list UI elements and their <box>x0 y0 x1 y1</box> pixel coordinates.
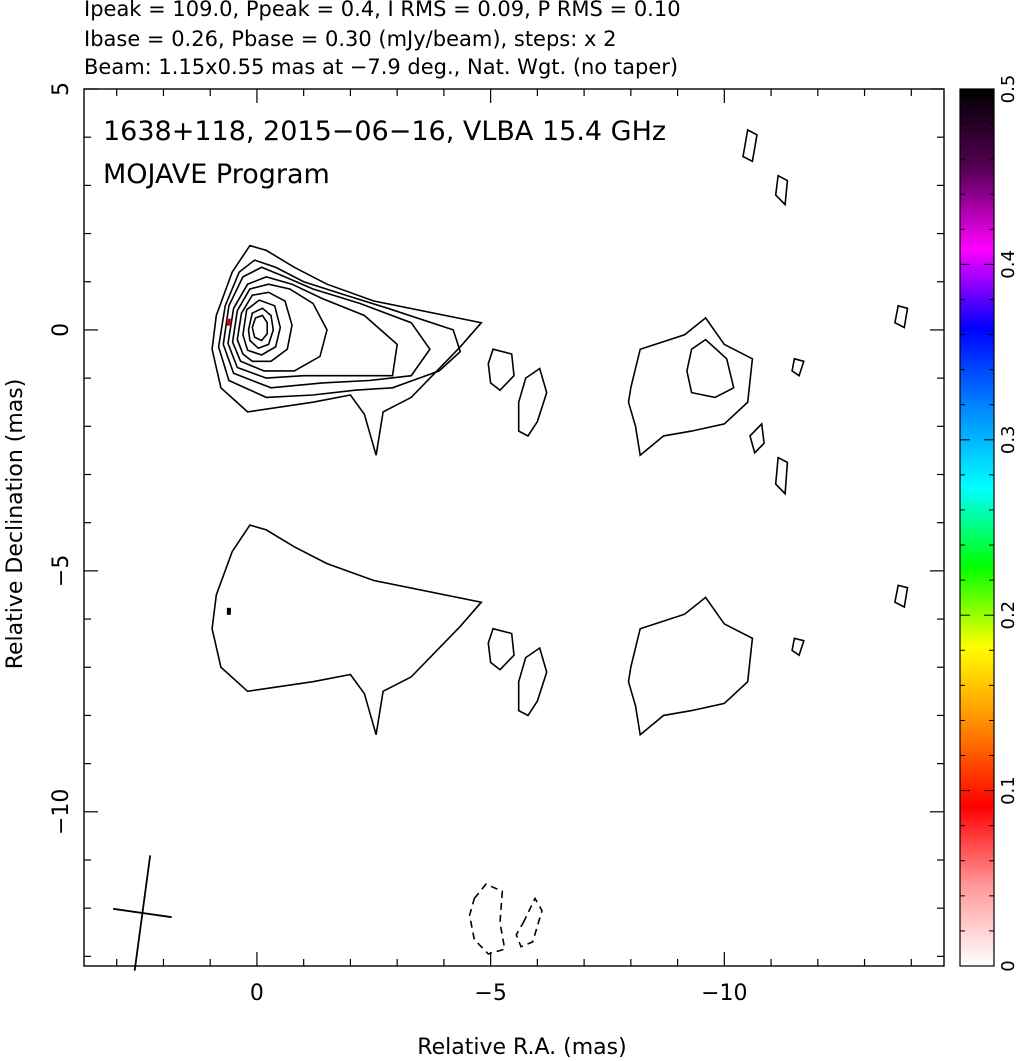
intensity-contour-6 <box>242 299 282 356</box>
colorbar-tick-label: 0.5 <box>998 75 1019 104</box>
negative-contour-1 <box>515 896 543 948</box>
intensity-contour-4 <box>231 283 328 372</box>
x-tick-label: −5 <box>474 981 506 1006</box>
x-tick-label: 0 <box>250 981 264 1006</box>
polarization-contour-3 <box>627 596 754 737</box>
colorbar-tick-label: 0.1 <box>998 776 1019 805</box>
chart-title: 1638+118, 2015−06−16, VLBA 15.4 GHz <box>103 116 666 147</box>
intensity-contour-3 <box>227 276 399 379</box>
header-line-1: Ipeak = 109.0, Ppeak = 0.4, I RMS = 0.09… <box>84 0 681 21</box>
intensity-contour-1 <box>217 259 462 399</box>
contours-group <box>211 128 909 955</box>
header-line-3: Beam: 1.15x0.55 mas at −7.9 deg., Nat. W… <box>84 55 678 79</box>
intensity-contour-16 <box>749 422 765 455</box>
y-tick-label: 0 <box>49 323 74 337</box>
intensity-contour-10 <box>517 367 548 437</box>
intensity-contour-18 <box>893 304 909 329</box>
beam-minor-axis <box>113 907 172 919</box>
plot-frame <box>83 88 945 967</box>
axis-ticks: 0 −5 −10 5 0 −5 −10 <box>49 82 944 1006</box>
colorbar-tick-label: 0 <box>998 960 1019 971</box>
colorbar-tick-label: 0.3 <box>998 425 1019 454</box>
x-axis-label: Relative R.A. (mas) <box>417 1035 626 1060</box>
polarization-contour-1 <box>487 627 515 671</box>
intensity-contour-2 <box>222 266 431 389</box>
polarization-contour-0 <box>211 524 483 735</box>
intensity-contour-8 <box>251 314 268 342</box>
intensity-contour-9 <box>487 348 515 392</box>
peak-marker-0 <box>226 318 231 326</box>
intensity-contour-17 <box>791 357 805 377</box>
y-tick-label: −10 <box>49 789 74 835</box>
negative-contour-0 <box>468 883 506 955</box>
y-tick-label: 5 <box>49 82 74 96</box>
intensity-contour-15 <box>774 456 789 496</box>
intensity-contour-0 <box>211 244 483 456</box>
intensity-contour-13 <box>742 128 758 163</box>
polarization-contour-5 <box>893 584 909 609</box>
intensity-contour-14 <box>774 174 789 207</box>
header-line-2: Ibase = 0.26, Pbase = 0.30 (mJy/beam), s… <box>84 27 616 51</box>
colorbar-tick-label: 0.2 <box>998 601 1019 630</box>
intensity-contour-7 <box>247 307 275 350</box>
colorbar <box>959 88 995 967</box>
intensity-contour-11 <box>627 316 754 457</box>
colorbar-tick-label: 0.4 <box>998 250 1019 279</box>
y-tick-label: −5 <box>49 555 74 587</box>
intensity-contour-12 <box>686 338 735 399</box>
x-tick-label: −10 <box>701 981 747 1006</box>
beam-cross <box>113 855 172 971</box>
y-axis-label: Relative Declination (mas) <box>3 379 28 670</box>
intensity-contour-5 <box>236 291 293 363</box>
colorbar-ticks: 0 0.1 0.2 0.3 0.4 0.5 <box>960 75 1019 972</box>
polarization-contour-4 <box>791 637 805 657</box>
peak-marker-1 <box>226 607 231 615</box>
chart-subtitle: MOJAVE Program <box>103 159 330 190</box>
polarization-contour-2 <box>517 646 548 717</box>
